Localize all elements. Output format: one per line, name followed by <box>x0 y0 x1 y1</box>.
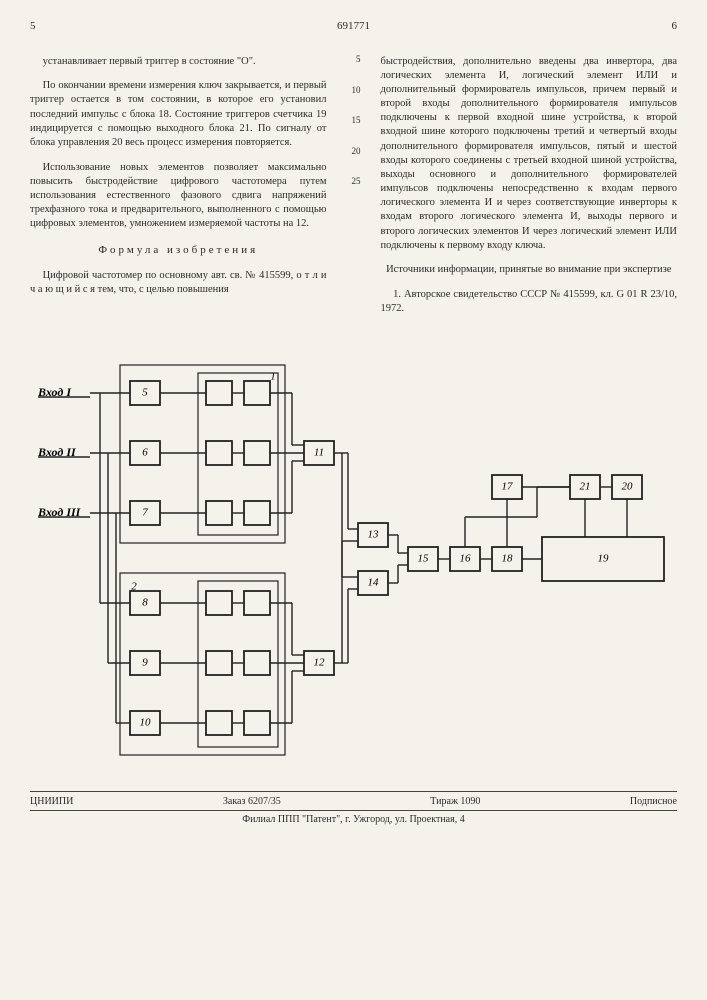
ln: 5 <box>347 44 361 75</box>
svg-text:9: 9 <box>142 656 148 668</box>
ln: 20 <box>347 136 361 167</box>
svg-text:14: 14 <box>368 576 380 588</box>
line-numbers: 5 10 15 20 25 <box>347 44 361 327</box>
diagram-svg: 132456789101112131415161817212019Вход IВ… <box>30 345 677 785</box>
svg-text:7: 7 <box>142 506 148 518</box>
footer-order: Заказ 6207/35 <box>223 796 281 807</box>
ln: 15 <box>347 105 361 136</box>
svg-text:12: 12 <box>314 656 326 668</box>
footer-sig: Подписное <box>630 796 677 807</box>
circuit-diagram: 132456789101112131415161817212019Вход IВ… <box>30 345 677 785</box>
ln: 10 <box>347 75 361 106</box>
footer-line2: Филиал ППП "Патент", г. Ужгород, ул. Про… <box>30 810 677 825</box>
footer-tirazh: Тираж 1090 <box>430 796 480 807</box>
footer-org: ЦНИИПИ <box>30 796 73 807</box>
page-header: 5 691771 6 <box>30 20 677 32</box>
svg-text:10: 10 <box>140 716 152 728</box>
footer-line1: ЦНИИПИ Заказ 6207/35 Тираж 1090 Подписно… <box>30 791 677 807</box>
source-entry: 1. Авторское свидетельство СССР № 415599… <box>381 288 678 316</box>
svg-text:17: 17 <box>502 480 514 492</box>
svg-text:16: 16 <box>460 552 472 564</box>
right-column: быстродействия, дополнительно введены дв… <box>381 44 678 327</box>
svg-text:19: 19 <box>598 552 610 564</box>
svg-text:18: 18 <box>502 552 514 564</box>
svg-text:6: 6 <box>142 446 148 458</box>
svg-text:1: 1 <box>270 370 276 382</box>
svg-text:8: 8 <box>142 596 148 608</box>
text-columns: устанавливает первый триггер в состояние… <box>30 44 677 327</box>
svg-text:20: 20 <box>622 480 634 492</box>
para: устанавливает первый триггер в состояние… <box>30 55 327 69</box>
left-column: устанавливает первый триггер в состояние… <box>30 44 327 327</box>
para: Использование новых элементов позволяет … <box>30 161 327 232</box>
page-num-right: 6 <box>672 20 678 32</box>
formula-title: Формула изобретения <box>30 243 327 258</box>
svg-text:15: 15 <box>418 552 430 564</box>
page-num-left: 5 <box>30 20 36 32</box>
svg-text:21: 21 <box>580 480 591 492</box>
patent-number: 691771 <box>337 20 370 32</box>
para: быстродействия, дополнительно введены дв… <box>381 55 678 253</box>
svg-text:13: 13 <box>368 528 380 540</box>
para: Цифровой частотомер по основному авт. св… <box>30 269 327 297</box>
ln: 25 <box>347 166 361 197</box>
svg-text:5: 5 <box>142 386 148 398</box>
svg-text:11: 11 <box>314 446 324 458</box>
para: По окончании времени измерения ключ закр… <box>30 79 327 150</box>
sources-title: Источники информации, принятые во вниман… <box>381 263 678 277</box>
